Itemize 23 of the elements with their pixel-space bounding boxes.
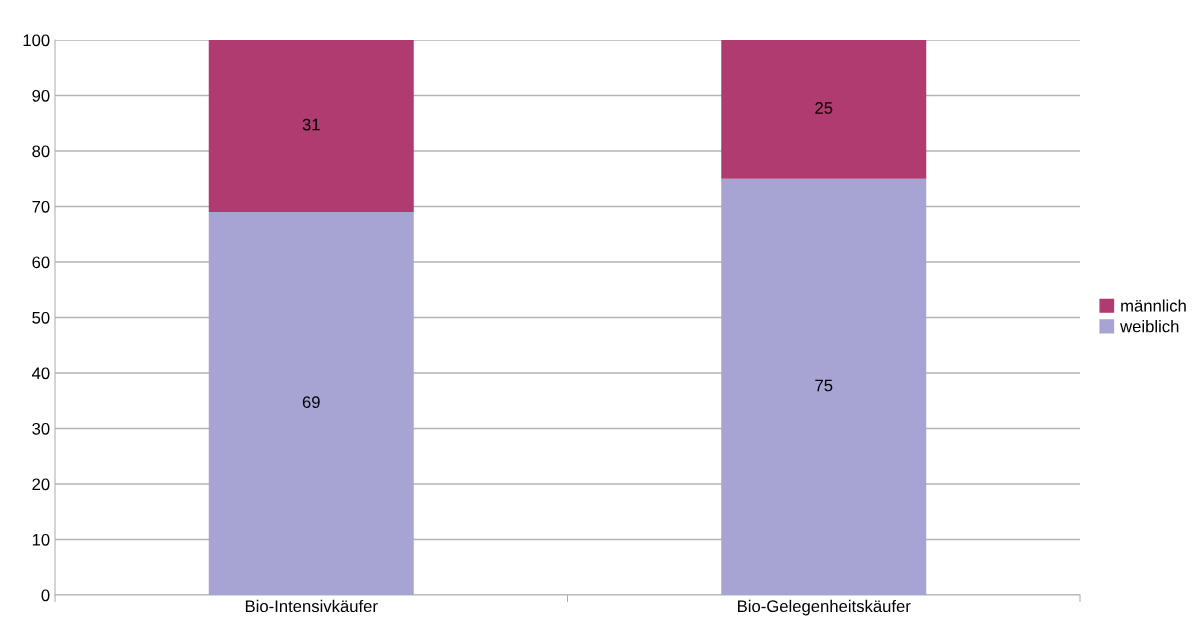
data-label: 31 xyxy=(302,118,320,131)
y-tick-label: 90 xyxy=(32,89,50,102)
data-label: 75 xyxy=(815,379,833,392)
bar xyxy=(208,40,414,213)
bar xyxy=(208,212,414,595)
y-tick-label: 10 xyxy=(32,533,50,546)
legend-label: männlich xyxy=(1121,299,1186,312)
legend-label: weiblich xyxy=(1120,320,1179,333)
y-tick-label: 100 xyxy=(23,34,50,47)
data-label: 25 xyxy=(815,102,833,114)
y-tick-label: 60 xyxy=(32,256,50,269)
bar xyxy=(721,40,927,179)
data-label: 69 xyxy=(302,396,320,408)
y-tick-label: 30 xyxy=(32,422,50,435)
y-tick-label: 20 xyxy=(32,478,50,491)
y-tick-label: 80 xyxy=(32,145,50,158)
y-tick-label: 40 xyxy=(31,367,50,380)
x-tick-label: Bio-Intensivkäufer xyxy=(245,599,378,613)
x-tick-label: Bio-Gelegenheitskäufer xyxy=(738,599,911,616)
bar xyxy=(721,178,927,595)
y-tick-label: 70 xyxy=(32,200,50,213)
y-tick-label: 50 xyxy=(32,311,50,324)
y-tick-label: 0 xyxy=(41,589,50,602)
